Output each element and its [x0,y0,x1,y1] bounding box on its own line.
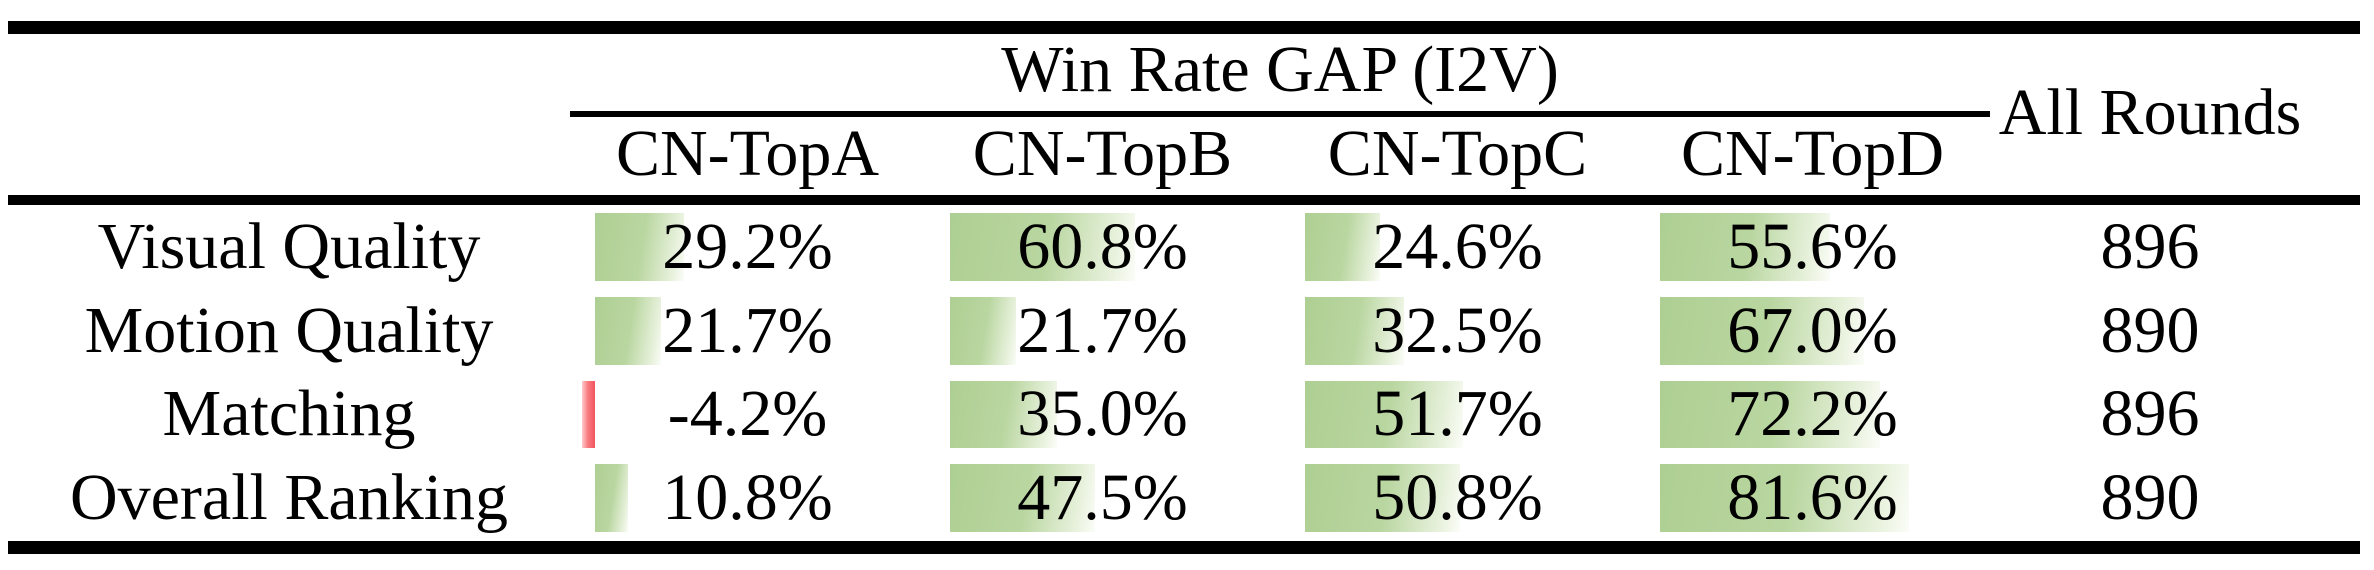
row-label: Matching [162,377,416,451]
data-bar [1660,380,1881,449]
table-rule-header-bottom [8,195,2360,205]
value-cell: 60.8% [925,205,1280,289]
row-label: Visual Quality [97,209,481,283]
value-text: 21.7% [662,293,833,367]
value-cell: 67.0% [1635,289,1990,373]
value-text: 35.0% [1017,377,1188,451]
group-header-title: Win Rate GAP (I2V) [1001,33,1559,106]
rounds-cell: 890 [2100,293,2200,367]
data-bar [950,296,1017,365]
value-text: 55.6% [1727,209,1898,283]
data-bar [1660,296,1865,365]
value-text: 32.5% [1372,293,1543,367]
rounds-cell: 896 [2100,209,2200,283]
data-bar [595,296,662,365]
value-cell: 29.2% [570,205,925,289]
row-label: Overall Ranking [69,461,509,535]
table-row: Overall Ranking 10.8% 47.5% 50.8% 81.6% … [0,456,2374,540]
value-text: 21.7% [1017,293,1188,367]
value-cell: 24.6% [1280,205,1635,289]
value-text: 60.8% [1017,209,1188,283]
value-cell: 55.6% [1635,205,1990,289]
column-header-cn-topd: CN-TopD [1680,117,1945,190]
table-rule-top [8,21,2360,34]
data-bar [950,464,1095,532]
data-bar [1660,213,1830,281]
data-bar [595,213,685,281]
value-cell: 35.0% [925,373,1280,457]
data-bar [1305,296,1405,365]
column-header-row: CN-TopA CN-TopB CN-TopC CN-TopD [570,113,1990,195]
rounds-cell: 890 [2100,461,2200,535]
value-cell: 72.2% [1635,373,1990,457]
table-row: Motion Quality 21.7% 21.7% 32.5% 67.0% 8… [0,289,2374,373]
data-bar [1305,380,1463,449]
value-text: 29.2% [662,209,833,283]
row-label: Motion Quality [84,293,494,367]
table-rule-bottom [8,541,2360,554]
value-cell: 50.8% [1280,456,1635,540]
data-bar [1305,213,1381,281]
negative-data-bar [582,380,595,449]
value-cell: 10.8% [570,456,925,540]
table-row: Matching -4.2% 35.0% 51.7% 72.2% 896 [0,373,2374,457]
value-text: 72.2% [1727,377,1898,451]
table-body: Visual Quality 29.2% 60.8% 24.6% 55.6% 8… [0,205,2374,540]
all-rounds-header: All Rounds [1998,76,2302,149]
data-bar [595,464,628,532]
value-text: -4.2% [667,377,828,451]
value-cell: 47.5% [925,456,1280,540]
data-bar [950,380,1057,449]
rounds-cell: 896 [2100,377,2200,451]
column-header-cn-topb: CN-TopB [972,117,1233,190]
value-text: 10.8% [662,461,833,535]
value-text: 50.8% [1372,461,1543,535]
value-cell: 32.5% [1280,289,1635,373]
value-cell: -4.2% [570,373,925,457]
data-bar [1660,464,1909,532]
value-cell: 51.7% [1280,373,1635,457]
value-cell: 21.7% [570,289,925,373]
value-text: 47.5% [1017,461,1188,535]
value-text: 81.6% [1727,461,1898,535]
column-header-cn-topc: CN-TopC [1327,117,1588,190]
value-text: 24.6% [1372,209,1543,283]
column-header-cn-topa: CN-TopA [615,117,880,190]
header-cmidrule [570,111,1990,117]
data-bar [950,213,1136,281]
value-cell: 21.7% [925,289,1280,373]
value-cell: 81.6% [1635,456,1990,540]
value-text: 67.0% [1727,293,1898,367]
data-bar [1305,464,1460,532]
value-text: 51.7% [1372,377,1543,451]
table-row: Visual Quality 29.2% 60.8% 24.6% 55.6% 8… [0,205,2374,289]
